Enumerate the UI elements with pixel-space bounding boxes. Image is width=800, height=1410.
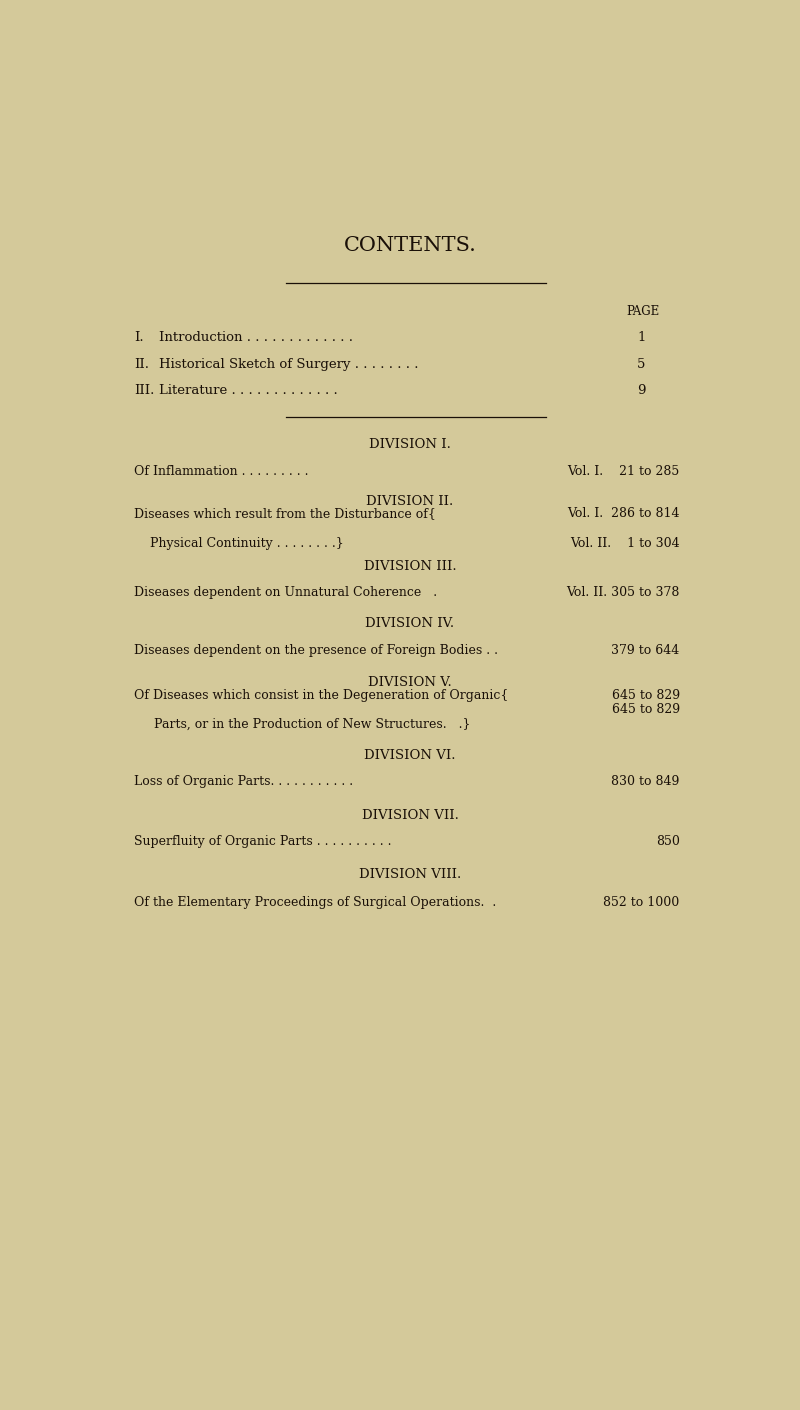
Text: 645 to 829: 645 to 829 <box>611 704 680 716</box>
Text: 850: 850 <box>656 835 680 847</box>
Text: I.: I. <box>134 331 144 344</box>
Text: III.: III. <box>134 384 154 398</box>
Text: CONTENTS.: CONTENTS. <box>343 235 477 255</box>
Text: 379 to 644: 379 to 644 <box>611 644 680 657</box>
Text: PAGE: PAGE <box>626 305 659 317</box>
Text: Vol. II. 305 to 378: Vol. II. 305 to 378 <box>566 587 680 599</box>
Text: DIVISION IV.: DIVISION IV. <box>366 616 454 629</box>
Text: DIVISION II.: DIVISION II. <box>366 495 454 508</box>
Text: Vol. II.    1 to 304: Vol. II. 1 to 304 <box>570 537 680 550</box>
Text: 852 to 1000: 852 to 1000 <box>603 895 680 908</box>
Text: DIVISION VIII.: DIVISION VIII. <box>359 869 461 881</box>
Text: DIVISION VII.: DIVISION VII. <box>362 809 458 822</box>
Text: Of Inflammation . . . . . . . . .: Of Inflammation . . . . . . . . . <box>134 464 309 478</box>
Text: Historical Sketch of Surgery . . . . . . . .: Historical Sketch of Surgery . . . . . .… <box>159 358 418 371</box>
Text: DIVISION VI.: DIVISION VI. <box>364 749 456 761</box>
Text: DIVISION I.: DIVISION I. <box>369 439 451 451</box>
Text: DIVISION III.: DIVISION III. <box>364 560 456 572</box>
Text: Introduction . . . . . . . . . . . . .: Introduction . . . . . . . . . . . . . <box>159 331 353 344</box>
Text: 5: 5 <box>638 358 646 371</box>
Text: Loss of Organic Parts. . . . . . . . . . .: Loss of Organic Parts. . . . . . . . . .… <box>134 776 354 788</box>
Text: II.: II. <box>134 358 149 371</box>
Text: 830 to 849: 830 to 849 <box>611 776 680 788</box>
Text: Of Diseases which consist in the Degeneration of Organic{: Of Diseases which consist in the Degener… <box>134 688 509 702</box>
Text: Vol. I.    21 to 285: Vol. I. 21 to 285 <box>567 464 680 478</box>
Text: 9: 9 <box>637 384 646 398</box>
Text: DIVISION V.: DIVISION V. <box>368 677 452 689</box>
Text: Vol. I.  286 to 814: Vol. I. 286 to 814 <box>567 508 680 520</box>
Text: Physical Continuity . . . . . . . .}: Physical Continuity . . . . . . . .} <box>134 537 344 550</box>
Text: Diseases dependent on the presence of Foreign Bodies . .: Diseases dependent on the presence of Fo… <box>134 644 498 657</box>
Text: 1: 1 <box>638 331 646 344</box>
Text: Diseases dependent on Unnatural Coherence   .: Diseases dependent on Unnatural Coherenc… <box>134 587 438 599</box>
Text: Diseases which result from the Disturbance of{: Diseases which result from the Disturban… <box>134 508 436 520</box>
Text: 645 to 829: 645 to 829 <box>611 688 680 702</box>
Text: Literature . . . . . . . . . . . . .: Literature . . . . . . . . . . . . . <box>159 384 338 398</box>
Text: Superfluity of Organic Parts . . . . . . . . . .: Superfluity of Organic Parts . . . . . .… <box>134 835 392 847</box>
Text: Of the Elementary Proceedings of Surgical Operations.  .: Of the Elementary Proceedings of Surgica… <box>134 895 496 908</box>
Text: Parts, or in the Production of New Structures.   .}: Parts, or in the Production of New Struc… <box>134 718 470 730</box>
